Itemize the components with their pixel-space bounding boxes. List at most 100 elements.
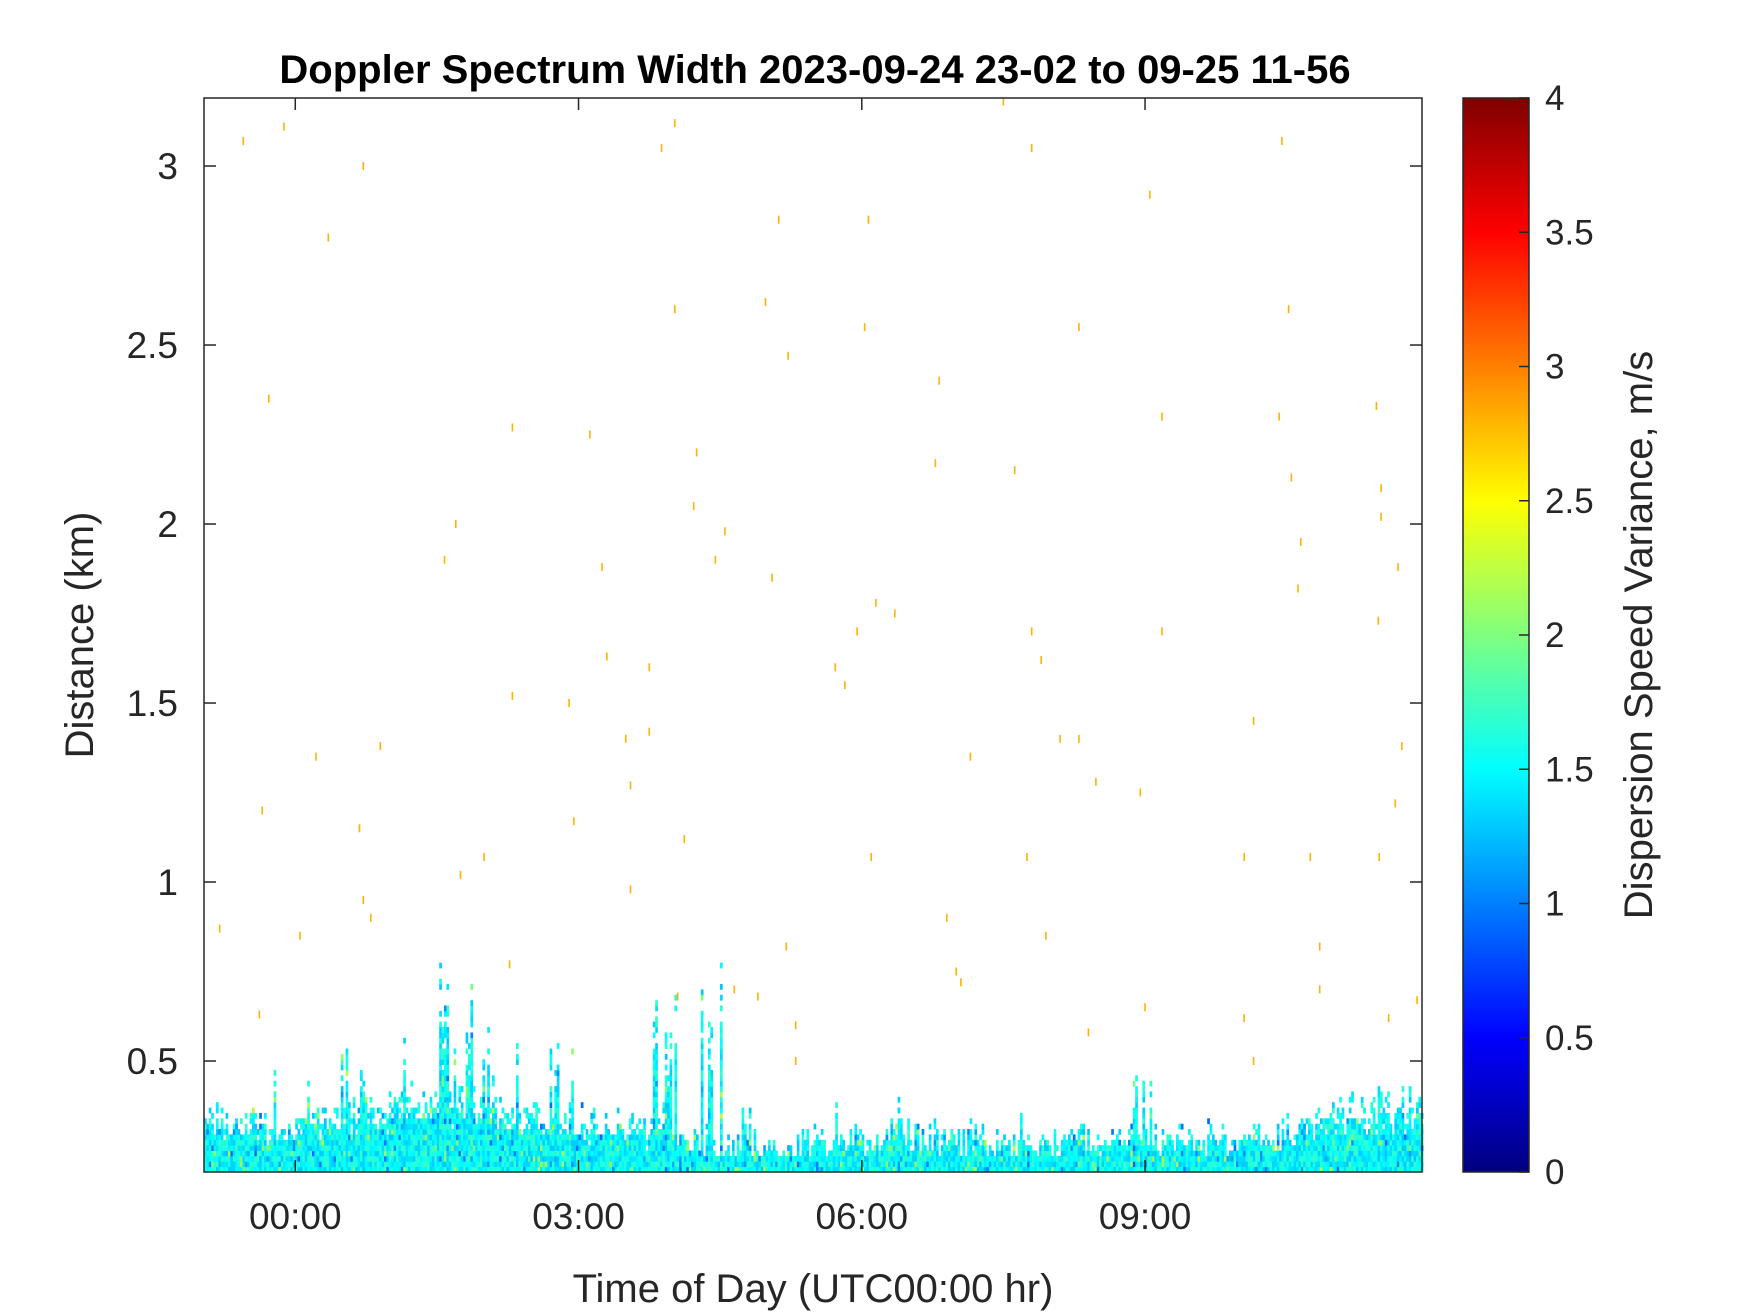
heat-cell — [1046, 1150, 1050, 1157]
heat-cell — [453, 1134, 457, 1141]
heat-cell — [888, 1155, 891, 1162]
heat-cell — [280, 1129, 284, 1135]
heat-cell — [439, 984, 442, 990]
heat-cell — [388, 1112, 392, 1119]
heat-cell — [1332, 1123, 1335, 1130]
heat-cell — [1048, 1145, 1052, 1151]
sparse-return — [863, 323, 866, 332]
heat-cell — [1188, 1145, 1191, 1151]
heat-cell — [1077, 1129, 1081, 1135]
heat-cell — [919, 1161, 922, 1168]
heat-cell — [1171, 1150, 1174, 1157]
heat-cell — [1137, 1161, 1141, 1168]
heat-cell — [223, 1166, 226, 1173]
heat-cell — [1344, 1134, 1347, 1141]
heat-cell — [1416, 1134, 1419, 1141]
heat-cell — [835, 1166, 838, 1173]
sparse-return — [606, 652, 608, 661]
heat-cell — [465, 1091, 469, 1098]
heat-cell — [741, 1139, 745, 1146]
heat-cell — [554, 1070, 558, 1076]
heat-cell — [403, 1107, 406, 1114]
heat-cell — [499, 1161, 502, 1168]
heat-cell — [1262, 1145, 1266, 1151]
heat-cell — [748, 1112, 752, 1119]
heat-cell — [429, 1155, 433, 1162]
heat-cell — [451, 1166, 454, 1173]
heat-cell — [720, 1032, 723, 1039]
heat-cell — [1368, 1118, 1371, 1125]
heat-cell — [516, 1043, 519, 1049]
heat-cell — [446, 1075, 450, 1082]
heat-cell — [220, 1123, 224, 1130]
heat-cell — [1046, 1161, 1050, 1168]
heat-cell — [624, 1155, 627, 1162]
heat-cell — [710, 1096, 714, 1103]
heat-cell — [412, 1107, 416, 1114]
heat-cell — [859, 1161, 862, 1168]
heat-cell — [1360, 1134, 1364, 1141]
heat-cell — [669, 1134, 673, 1141]
heat-cell — [734, 1161, 738, 1168]
heat-cell — [379, 1118, 382, 1125]
heat-cell — [470, 1059, 474, 1065]
heat-cell — [969, 1134, 973, 1141]
heat-cell — [924, 1145, 927, 1151]
heat-cell — [1284, 1166, 1287, 1173]
heat-cell — [511, 1134, 514, 1141]
heat-cell — [1135, 1150, 1138, 1157]
heat-cell — [1075, 1150, 1078, 1157]
heat-cell — [580, 1139, 584, 1146]
heat-cell — [830, 1161, 834, 1168]
heat-cell — [484, 1134, 488, 1141]
heat-cell — [775, 1161, 778, 1168]
heat-cell — [624, 1166, 627, 1173]
heat-cell — [1137, 1155, 1141, 1162]
heat-cell — [460, 1112, 464, 1119]
heat-cell — [604, 1129, 608, 1135]
heat-cell — [940, 1155, 944, 1162]
heat-cell — [232, 1123, 236, 1130]
heat-cell — [1308, 1155, 1311, 1162]
heat-cell — [307, 1096, 310, 1103]
heat-cell — [362, 1107, 366, 1114]
heat-cell — [439, 1070, 442, 1076]
heat-cell — [1341, 1107, 1345, 1114]
heat-cell — [316, 1118, 320, 1125]
heat-cell — [1308, 1161, 1311, 1168]
heat-cell — [331, 1123, 334, 1130]
heat-cell — [674, 1102, 678, 1108]
heat-cell — [964, 1166, 968, 1173]
heat-cell — [350, 1166, 354, 1173]
heat-cell — [1000, 1145, 1004, 1151]
heat-cell — [429, 1145, 433, 1151]
heat-cell — [578, 1155, 582, 1162]
heat-cell — [655, 1123, 658, 1130]
heat-cell — [1017, 1166, 1021, 1173]
heat-cell — [1132, 1118, 1136, 1125]
heat-cell — [936, 1129, 939, 1135]
heat-cell — [556, 1102, 560, 1108]
heat-cell — [1353, 1129, 1357, 1135]
heat-cell — [1132, 1134, 1136, 1141]
heat-cell — [876, 1145, 879, 1151]
heat-cell — [895, 1145, 898, 1151]
heat-cell — [408, 1150, 411, 1157]
heat-cell — [876, 1150, 879, 1157]
heat-cell — [556, 1070, 560, 1076]
heat-cell — [943, 1139, 946, 1146]
heat-cell — [492, 1139, 495, 1146]
heat-cell — [1243, 1139, 1246, 1146]
heat-cell — [436, 1150, 440, 1157]
heat-cell — [712, 1166, 716, 1173]
heat-cell — [340, 1123, 344, 1130]
heat-cell — [758, 1166, 762, 1173]
heat-cell — [602, 1150, 606, 1157]
heat-cell — [482, 1064, 486, 1071]
heat-cell — [835, 1150, 838, 1157]
heat-cell — [885, 1166, 889, 1173]
heat-cell — [696, 1139, 699, 1146]
heat-cell — [324, 1155, 327, 1162]
heat-cell — [902, 1139, 906, 1146]
heat-cell — [484, 1139, 488, 1146]
